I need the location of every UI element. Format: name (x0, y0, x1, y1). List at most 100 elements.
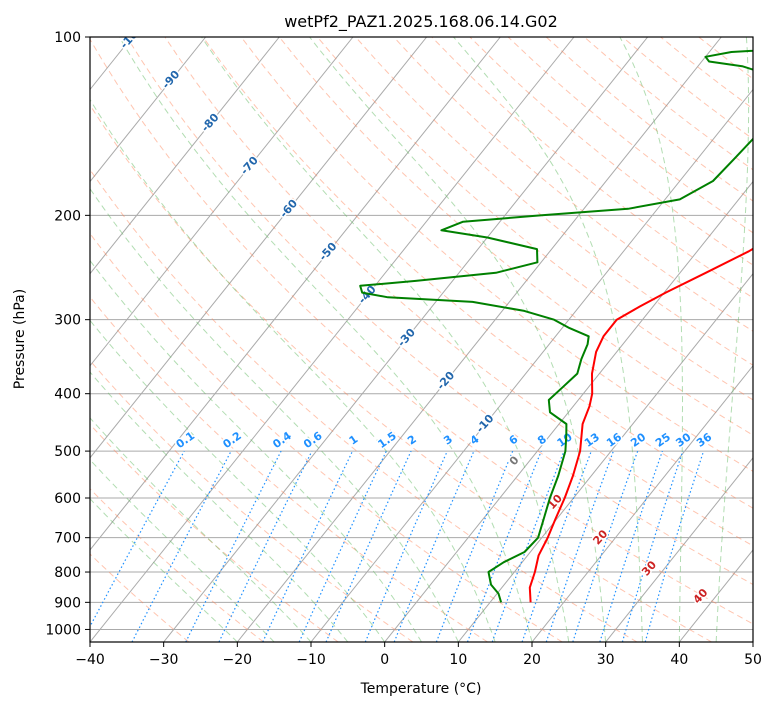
mixing-ratio-label: 0.6 (301, 429, 325, 451)
x-tick-label: 10 (449, 652, 467, 668)
x-axis-label: Temperature (°C) (360, 681, 482, 697)
mixing-ratio-line (185, 450, 282, 642)
plot-area: -100-100-90-90-80-80-70-70-60-60-50-50-4… (0, 37, 753, 642)
dry-adiabat (317, 37, 753, 401)
mixing-ratio-lines (90, 450, 705, 642)
mixing-ratio-line (572, 450, 639, 642)
dry-adiabat (278, 37, 753, 436)
isotherm-line (531, 364, 753, 642)
y-tick-label: 700 (54, 531, 81, 547)
dry-adiabat (90, 104, 712, 642)
y-tick-label: 300 (54, 313, 81, 329)
mixing-ratio-line (298, 450, 387, 642)
moist-adiabat (309, 37, 607, 642)
isotherm-line (163, 37, 649, 642)
mixing-ratio-label: 0.1 (174, 429, 197, 451)
y-tick-label: 1000 (45, 622, 81, 638)
moist-adiabat (715, 37, 750, 642)
isotherm-line (90, 37, 354, 367)
moist-adiabat (201, 37, 570, 642)
dry-adiabat (90, 296, 488, 642)
mixing-ratio-line (218, 450, 313, 642)
y-tick-label: 600 (54, 491, 81, 507)
moist-adiabat-label: 40 (691, 586, 711, 606)
isotherm-line (457, 272, 753, 642)
moist-adiabat (619, 37, 683, 642)
y-tick-label: 400 (54, 387, 81, 403)
mixing-ratio-line (521, 450, 592, 642)
x-tick-label: −20 (223, 652, 253, 668)
dry-adiabat (202, 37, 753, 509)
mixing-ratio-line (90, 450, 185, 628)
x-tick-label: 20 (523, 652, 541, 668)
isotherm-line (90, 37, 428, 459)
mixing-ratio-label: 1.5 (375, 429, 398, 451)
isotherm-line (0, 37, 58, 642)
dry-adiabat (355, 37, 753, 366)
mixing-ratio-line (491, 450, 565, 642)
mixing-ratio-line (364, 450, 448, 642)
dry-adiabat-label: -10 (474, 412, 497, 436)
dry-adiabat (90, 423, 339, 642)
x-tick-label: −30 (149, 652, 179, 668)
dry-adiabat (90, 488, 264, 642)
mixing-ratio-line (599, 450, 663, 642)
moist-adiabat (90, 187, 459, 642)
moist-adiabat (90, 98, 496, 642)
moist-adiabat (118, 37, 533, 642)
moist-adiabat (90, 371, 349, 642)
mixing-ratio-label: 1 (347, 433, 361, 448)
dry-adiabat (90, 38, 753, 625)
dry-adiabat-label: -80 (199, 111, 222, 135)
moist-adiabat (90, 259, 422, 642)
dry-adiabat-label: -30 (395, 326, 418, 350)
mixing-ratio-line (435, 450, 514, 642)
isotherm-line (90, 37, 280, 275)
x-tick-label: 50 (744, 652, 762, 668)
dry-adiabat (431, 37, 753, 299)
dry-adiabat (469, 37, 753, 266)
x-tick-label: 40 (670, 652, 688, 668)
dry-adiabat (507, 37, 753, 234)
moist-adiabat (90, 319, 386, 642)
mixing-ratio-label: 25 (653, 430, 673, 449)
mixing-ratio-label: 0.4 (270, 429, 294, 451)
mixing-ratio-label: 3 (441, 433, 455, 448)
dry-adiabat-label: -50 (316, 240, 339, 264)
dry-adiabat (393, 37, 753, 332)
isotherm-line (310, 88, 753, 642)
moist-adiabat (453, 37, 643, 642)
isotherm-line (236, 37, 722, 642)
mixing-ratio-label: 0.2 (220, 429, 243, 451)
dry-adiabat (90, 168, 638, 642)
mixing-ratio-line (644, 450, 705, 642)
plot-frame (89, 36, 754, 643)
mixing-ratio-line (262, 450, 354, 642)
dry-adiabat (545, 37, 753, 202)
y-tick-label: 900 (54, 595, 81, 611)
mixing-ratio-label: 13 (582, 430, 602, 449)
y-tick-label: 800 (54, 565, 81, 581)
mixing-ratio-label: 6 (507, 432, 521, 447)
mixing-ratio-line (545, 450, 614, 642)
y-tick-label: 100 (54, 30, 81, 46)
moist-adiabat (90, 459, 275, 642)
pressure-gridlines (90, 37, 753, 630)
moist-adiabat (90, 498, 238, 642)
moist-adiabats (90, 37, 750, 642)
dry-adiabat (583, 37, 753, 171)
isotherm-line (605, 457, 753, 642)
mixing-ratio-label: 36 (694, 430, 714, 450)
dry-adiabat (90, 553, 190, 642)
isotherm-line (384, 180, 753, 642)
mixing-ratio-label: 16 (604, 430, 624, 450)
mixing-ratio-line (393, 450, 475, 642)
dry-adiabat-label: -60 (277, 197, 300, 221)
isotherm-line (752, 641, 753, 642)
sounding-series-line (359, 49, 753, 603)
mixing-ratio-line (466, 450, 542, 642)
isotherm-line (90, 37, 207, 183)
y-tick-label: 200 (54, 208, 81, 224)
dry-adiabat (90, 232, 563, 642)
